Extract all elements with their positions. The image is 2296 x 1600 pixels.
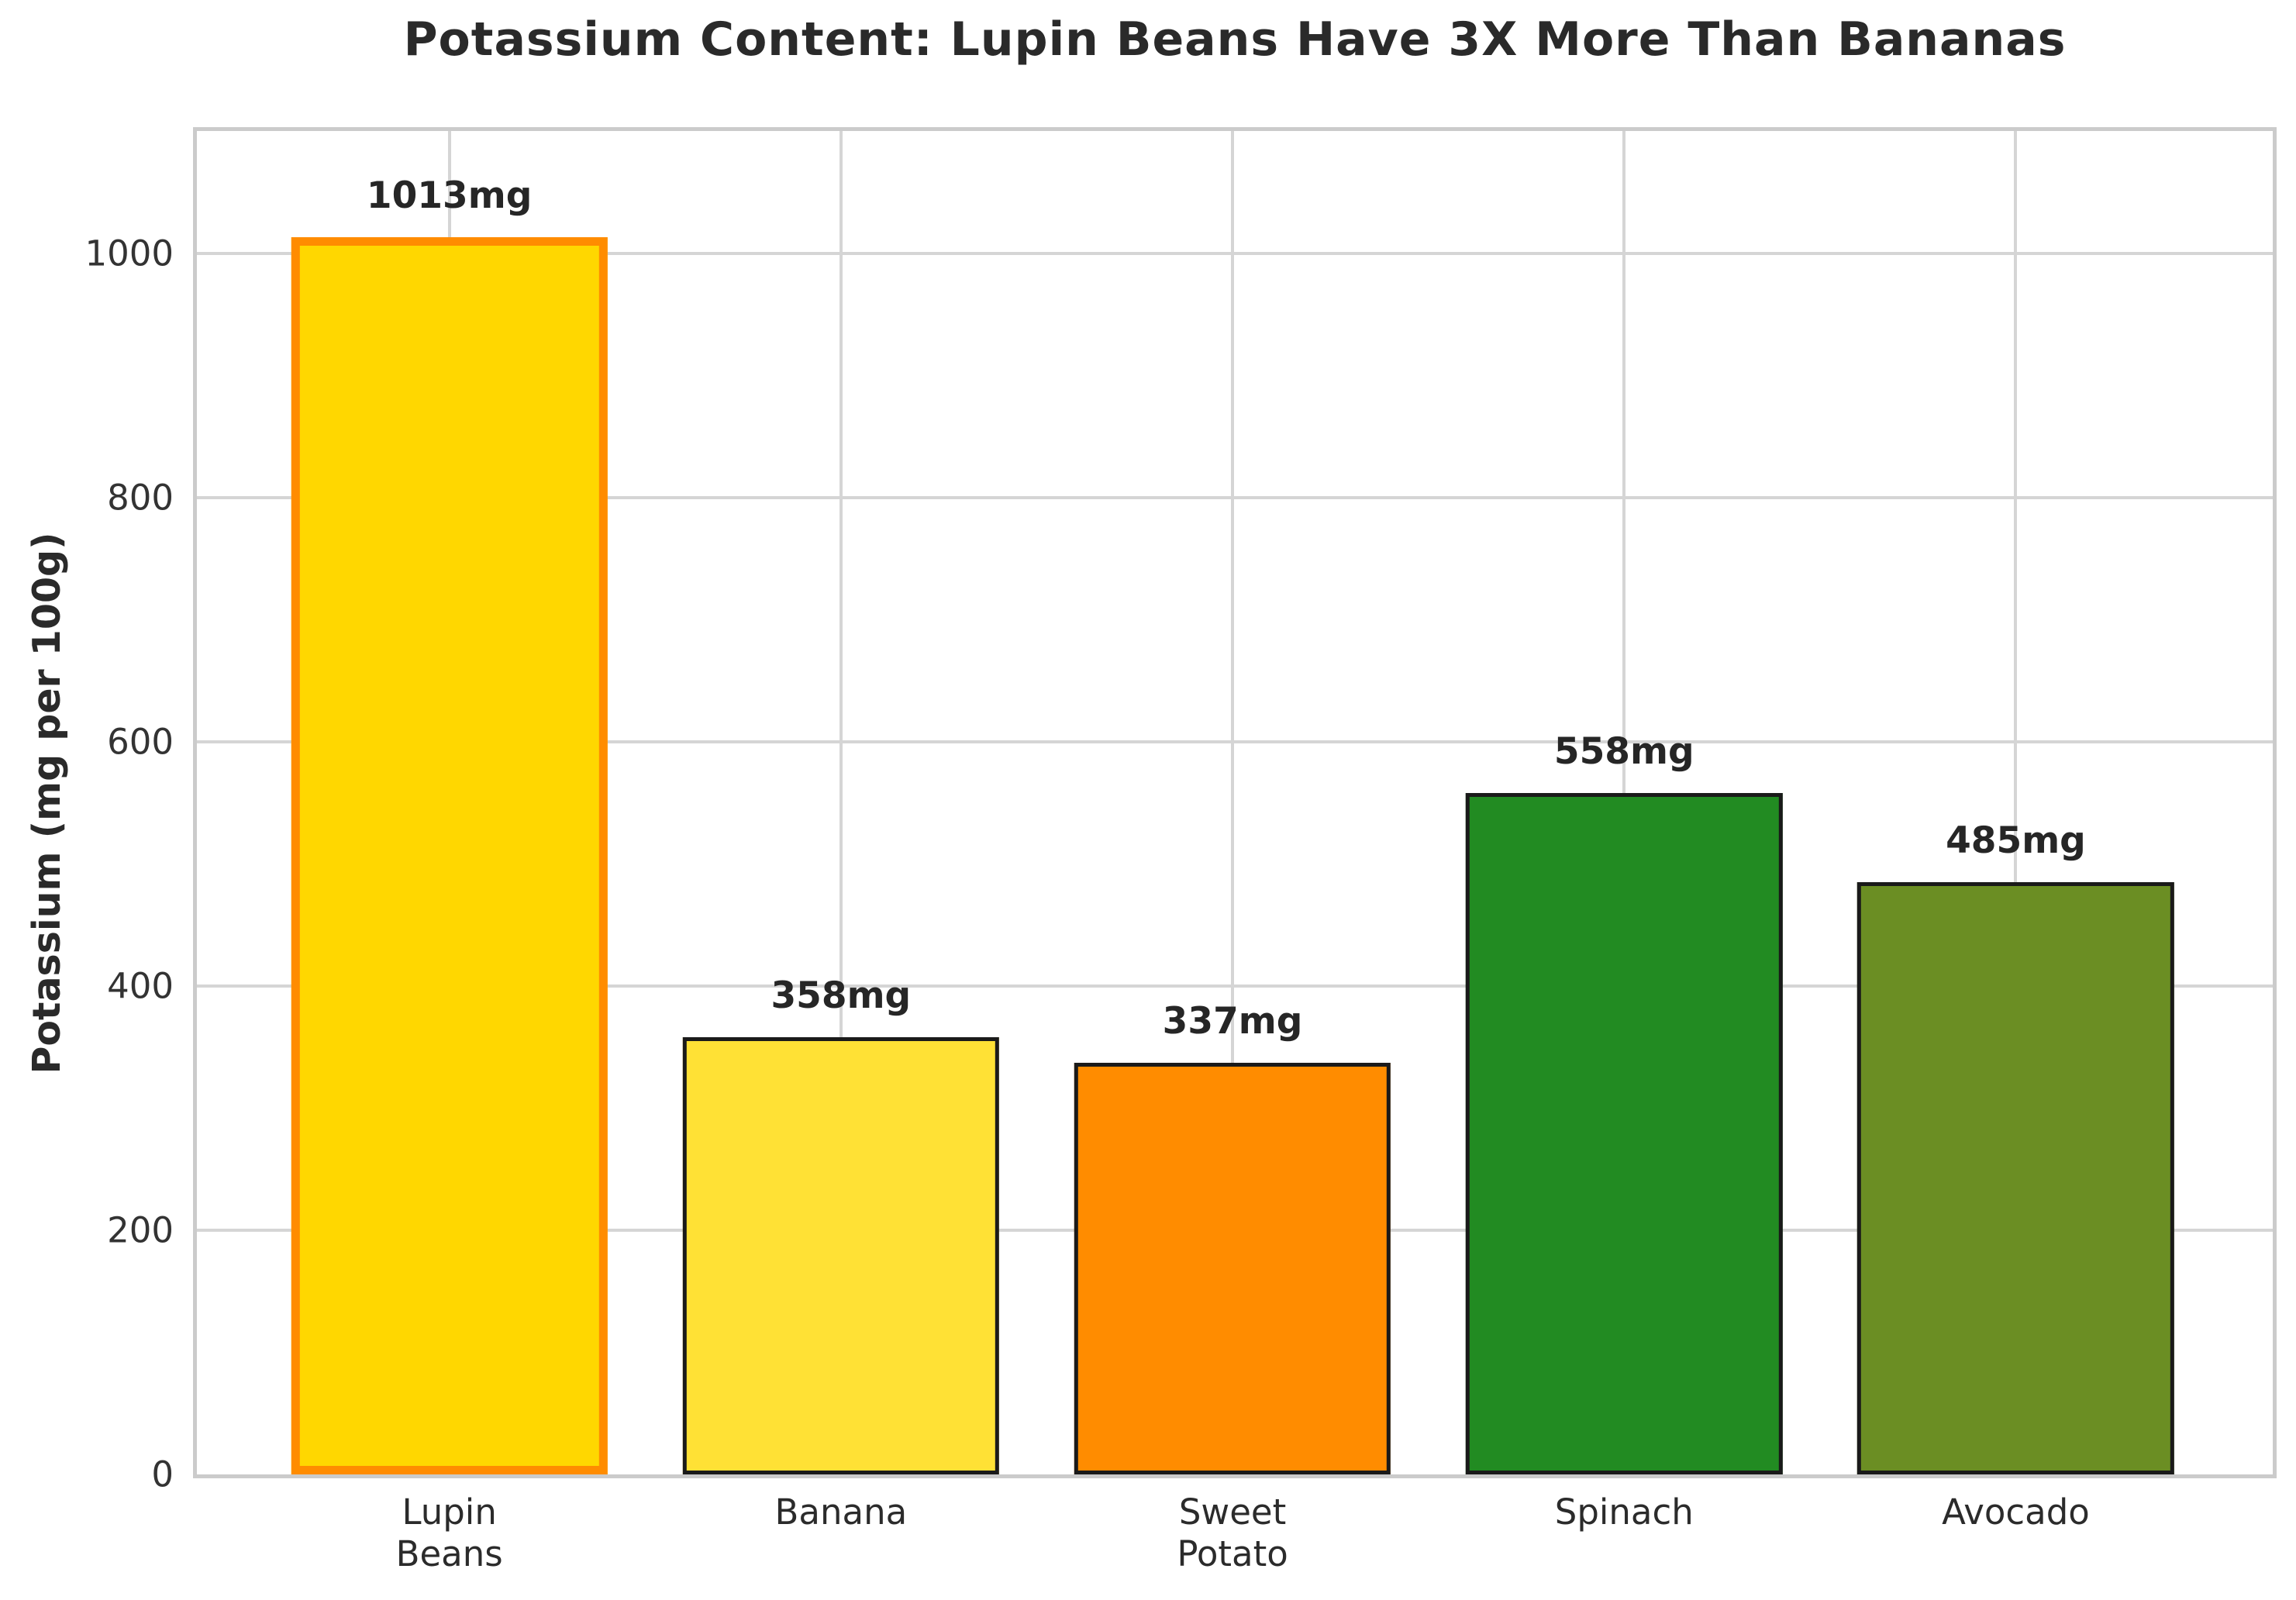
y-tick-label-600: 600 bbox=[107, 721, 174, 763]
bar-banana bbox=[682, 1037, 1000, 1474]
x-tick-label-line: Banana bbox=[774, 1491, 908, 1533]
gridline-h-400 bbox=[197, 984, 2273, 988]
x-tick-label-line: Beans bbox=[395, 1533, 503, 1574]
plot-area: 0 200 400 600 800 1000 1013mg Lupin Beans 358mg Ba… bbox=[84, 127, 2277, 1574]
gridline-h-600 bbox=[197, 740, 2273, 743]
bar-value-label-lupin-beans: 1013mg bbox=[366, 174, 533, 218]
gridline-v-avocado bbox=[2014, 131, 2018, 1474]
y-tick-label-400: 400 bbox=[107, 965, 174, 1007]
bar-spinach bbox=[1466, 792, 1783, 1474]
x-tick-label-sweet-potato: Sweet Potato bbox=[1177, 1491, 1288, 1575]
x-tick-label-line: Sweet bbox=[1178, 1491, 1287, 1533]
bar-value-label-banana: 358mg bbox=[771, 974, 912, 1017]
x-tick-label-spinach: Spinach bbox=[1555, 1491, 1694, 1533]
y-tick-label-800: 800 bbox=[107, 477, 174, 519]
bar-avocado bbox=[1857, 881, 2174, 1474]
gridline-h-1000 bbox=[197, 251, 2273, 255]
y-tick-label-1000: 1000 bbox=[84, 233, 174, 274]
gridline-h-800 bbox=[197, 495, 2273, 499]
bar-sweet-potato bbox=[1074, 1063, 1391, 1474]
x-tick-label-avocado: Avocado bbox=[1942, 1491, 2090, 1533]
x-tick-label-line: Avocado bbox=[1942, 1491, 2090, 1533]
bar-value-label-sweet-potato: 337mg bbox=[1162, 1000, 1303, 1043]
y-tick-label-200: 200 bbox=[107, 1209, 174, 1251]
y-tick-label-0: 0 bbox=[151, 1453, 174, 1495]
x-tick-label-lupin-beans: Lupin Beans bbox=[396, 1491, 503, 1575]
x-tick-label-line: Potato bbox=[1177, 1533, 1288, 1574]
x-tick-label-line: Spinach bbox=[1554, 1491, 1694, 1533]
chart-title: Potassium Content: Lupin Beans Have 3X M… bbox=[403, 12, 2067, 67]
gridline-v-sweet-potato bbox=[1231, 131, 1235, 1474]
y-axis-label: Potassium (mg per 100g) bbox=[25, 532, 69, 1074]
x-tick-label-line: Lupin bbox=[402, 1491, 497, 1533]
gridline-v-banana bbox=[839, 131, 843, 1474]
bar-lupin-beans bbox=[291, 237, 608, 1474]
bar-value-label-avocado: 485mg bbox=[1946, 819, 2086, 862]
bar-value-label-spinach: 558mg bbox=[1553, 729, 1694, 773]
x-tick-label-banana: Banana bbox=[775, 1491, 908, 1533]
